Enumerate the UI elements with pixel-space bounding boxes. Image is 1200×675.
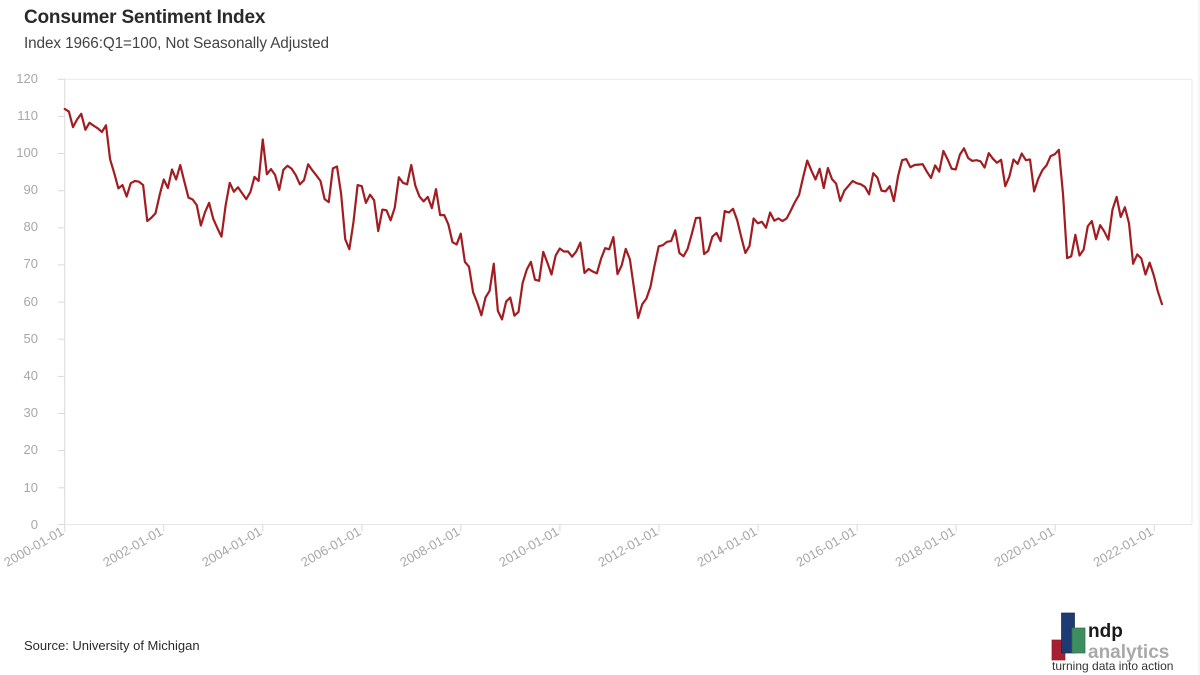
svg-text:turning data into action: turning data into action	[1052, 659, 1173, 673]
svg-text:ndp: ndp	[1088, 621, 1123, 642]
